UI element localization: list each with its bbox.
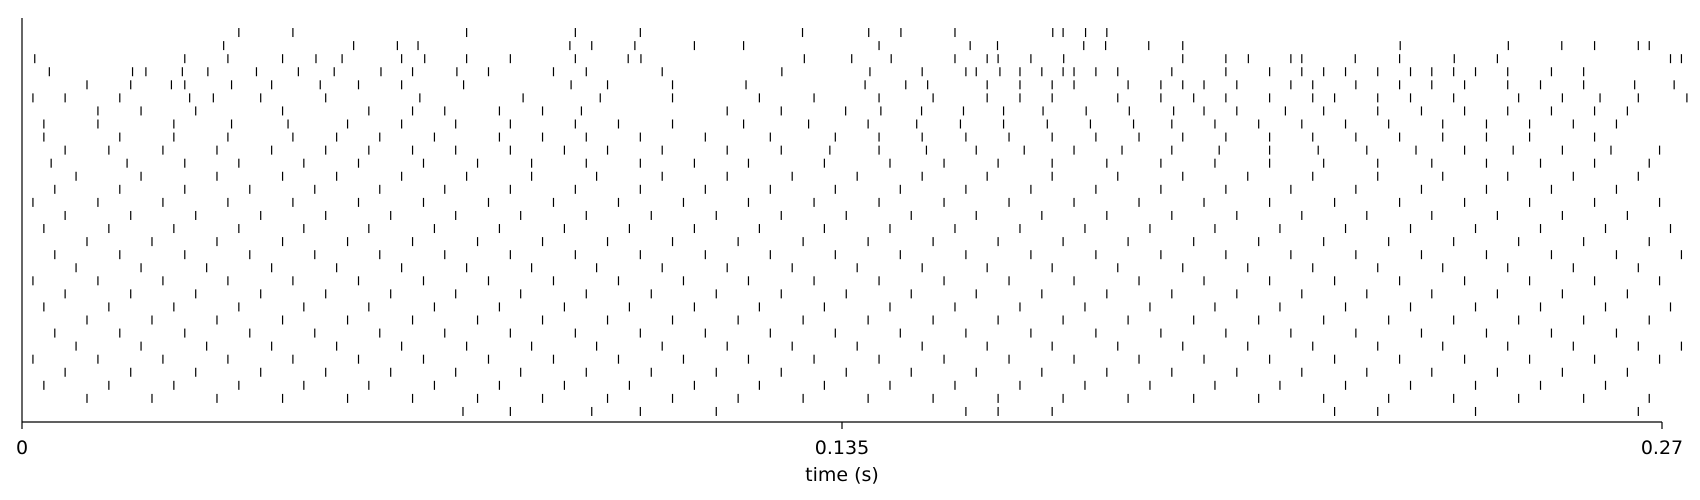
trial-row [43,380,1607,390]
spike-raster-marks [32,28,1688,416]
trial-row [50,158,1650,168]
trial-row [86,237,1650,247]
trial-row [75,341,1683,351]
trial-row [462,406,1639,416]
trial-row [86,393,1650,403]
trial-row [54,328,1618,338]
x-axis-ticks: 0 0.135 0.27 [16,422,1683,459]
trial-row [43,224,1672,234]
trial-row [43,302,1672,312]
trial-row [86,80,1675,90]
trial-row [238,28,1108,38]
x-axis-label: time (s) [805,464,879,486]
x-tick-label: 0.27 [1641,437,1683,459]
trial-row [34,54,1683,64]
trial-row [32,197,1661,207]
x-tick-label: 0.135 [815,437,869,459]
trial-row [54,250,1683,260]
trial-row [75,171,1639,181]
trial-row [64,289,1628,299]
x-tick-label: 0 [16,437,28,459]
trial-row [54,184,1618,194]
trial-row [43,132,1596,142]
trial-row [32,93,1688,103]
trial-row [223,41,1650,51]
trial-row [48,67,1585,77]
trial-row [64,210,1628,220]
trial-row [64,367,1628,377]
trial-row [43,119,1618,129]
trial-row [86,315,1650,325]
trial-row [97,106,1628,116]
trial-row [64,145,1661,155]
trial-row [32,354,1661,364]
trial-row [32,276,1661,286]
trial-row [75,263,1639,273]
